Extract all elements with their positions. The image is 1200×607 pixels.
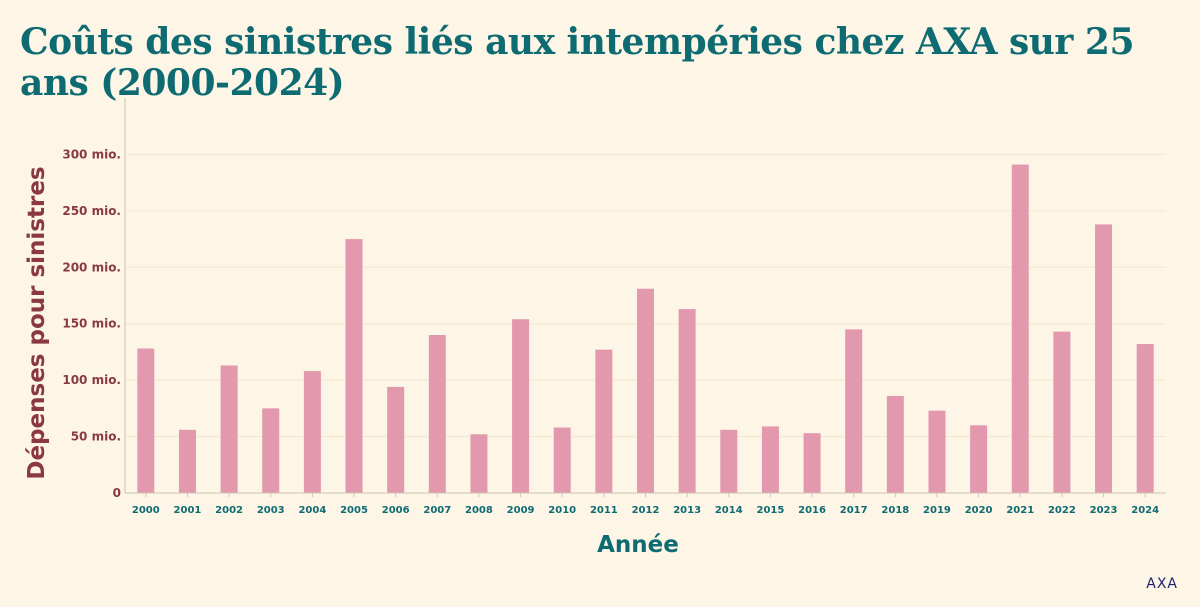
x-tick-label: 2013 [673,505,701,516]
bar-2022 [1053,331,1071,493]
x-tick-label: 2004 [298,505,326,516]
x-tick-label: 2018 [881,505,909,516]
x-tick-label: 2011 [590,505,618,516]
x-tick-label: 2006 [382,505,410,516]
y-tick-label: 150 mio. [62,317,121,331]
x-tick-label: 2001 [174,505,202,516]
y-axis-label: Dépenses pour sinistres [24,166,50,479]
bar-2021 [1011,164,1029,494]
y-tick-label: 0 [113,486,121,500]
x-tick-label: 2010 [548,505,576,516]
x-tick-label: 2005 [340,505,368,516]
x-axis-label: Année [597,532,679,558]
bar-2005 [345,239,363,493]
bar-2006 [387,386,405,493]
x-tick-label: 2002 [215,505,243,516]
y-tick-label: 200 mio. [62,260,121,274]
x-tick-label: 2017 [840,505,868,516]
axes: 0 50 mio. 100 mio. 150 mio. 200 mio. 250 mio.… [62,98,1166,516]
x-tick-label: 2024 [1131,505,1159,516]
x-tick-label: 2019 [923,505,951,516]
x-tick-label: 2003 [257,505,285,516]
bar-2013 [678,309,696,493]
bar-2008 [470,434,488,493]
x-tick-label: 2014 [715,505,743,516]
source-label: AXA [1146,576,1178,592]
y-tick-label: 250 mio. [62,204,121,218]
bar-2002 [220,365,238,493]
chart-title: Coûts des sinistres liés aux intempéries… [20,21,1135,104]
bar-2017 [845,329,863,493]
bar-2003 [262,408,280,493]
bar-2019 [928,410,946,493]
bar-2015 [761,426,779,493]
x-tick-label: 2009 [507,505,535,516]
x-tick-label: 2012 [632,505,660,516]
bar-2020 [970,425,988,493]
bar-2018 [886,395,904,493]
x-tick-label: 2020 [965,505,993,516]
bar-2004 [303,371,321,493]
bar-2009 [512,319,530,493]
bar-2011 [595,349,613,493]
y-tick-label: 50 mio. [71,430,121,444]
x-tick-label: 2022 [1048,505,1076,516]
bar-2007 [428,335,446,493]
bar-2024 [1136,344,1154,493]
bar-2001 [178,429,196,493]
y-tick-label: 100 mio. [62,373,121,387]
bars [137,164,1154,494]
y-tick-label: 300 mio. [62,147,121,161]
x-tick-label: 2021 [1006,505,1034,516]
x-tick-label: 2008 [465,505,493,516]
x-tick-label: 2000 [132,505,160,516]
bar-2023 [1095,224,1113,493]
bar-2012 [637,288,654,493]
bar-2010 [553,427,571,493]
bar-2016 [803,433,821,493]
x-tick-label: 2016 [798,505,826,516]
x-tick-label: 2023 [1090,505,1118,516]
x-tick-label: 2007 [423,505,451,516]
bar-2014 [720,429,738,493]
bar-2000 [137,348,155,493]
x-tick-label: 2015 [756,505,784,516]
